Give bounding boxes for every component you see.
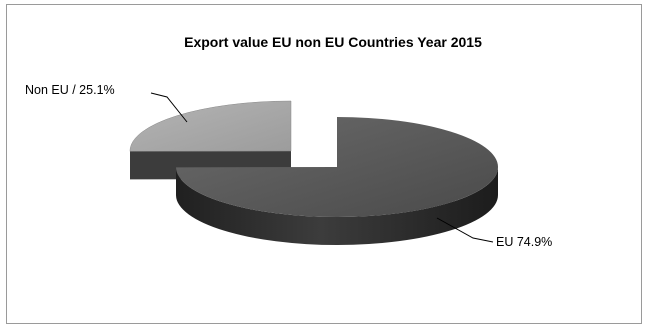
slice-label-eu: EU 74.9%	[496, 235, 552, 249]
slice-eu	[176, 117, 498, 217]
leader-line-eu	[436, 217, 494, 243]
slice-non-eu	[129, 100, 292, 152]
chart-area: Export value EU non EU Countries Year 20…	[6, 4, 642, 324]
slice-side-eu	[176, 167, 498, 246]
leader-lines	[150, 92, 494, 243]
slice-label-non-eu: Non EU / 25.1%	[25, 83, 115, 97]
leader-line-non-eu	[150, 92, 188, 123]
pie-chart: Export value EU non EU Countries Year 20…	[25, 34, 552, 249]
slices-layer	[129, 100, 498, 246]
chart-title: Export value EU non EU Countries Year 20…	[184, 34, 482, 50]
